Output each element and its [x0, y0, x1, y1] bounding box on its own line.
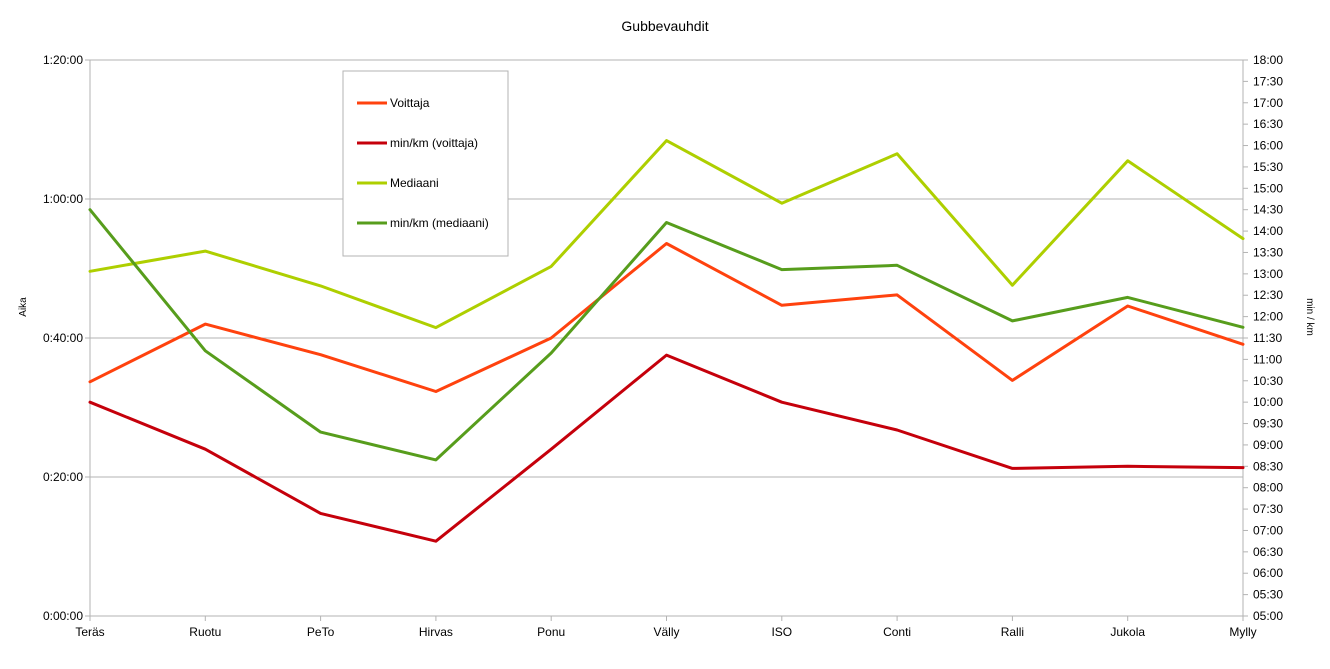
y2-tick-label: 17:30	[1253, 74, 1283, 88]
y2-tick-label: 07:00	[1253, 523, 1283, 537]
y2-tick-label: 06:30	[1253, 545, 1283, 559]
x-tick-label: Ralli	[1001, 625, 1024, 639]
y2-tick-label: 14:00	[1253, 224, 1283, 238]
legend-label: Mediaani	[390, 176, 439, 190]
series-lines	[88, 139, 1245, 543]
y-axis-tick-labels: 0:00:00 0:20:00 0:40:00 1:00:00 1:20:00	[43, 53, 83, 623]
y2-tick-label: 16:30	[1253, 117, 1283, 131]
y2-tick-label: 05:00	[1253, 609, 1283, 623]
y-tick-label: 1:00:00	[43, 192, 83, 206]
y-axis-label: Aika	[18, 297, 29, 317]
series-line-voittaja	[88, 242, 1245, 393]
legend-label: min/km (mediaani)	[390, 216, 489, 230]
y2-tick-label: 11:00	[1253, 352, 1282, 366]
y2-tick-label: 08:00	[1253, 481, 1283, 495]
y2-tick-label: 11:30	[1253, 331, 1282, 345]
y2-tick-label: 09:00	[1253, 438, 1283, 452]
x-tick-label: Conti	[883, 625, 911, 639]
y-tick-label: 1:20:00	[43, 53, 83, 67]
series-line-min-km-voittaja	[88, 353, 1245, 543]
y2-tick-label: 12:30	[1253, 288, 1283, 302]
y-tick-label: 0:00:00	[43, 609, 83, 623]
x-tick-label: Hirvas	[419, 625, 453, 639]
x-tick-label: ISO	[771, 625, 792, 639]
y2-tick-label: 13:30	[1253, 245, 1283, 259]
y2-tick-label: 12:00	[1253, 310, 1283, 324]
x-tick-label: Ruotu	[189, 625, 221, 639]
x-tick-label: Jukola	[1110, 625, 1145, 639]
y2-tick-label: 07:30	[1253, 502, 1283, 516]
chart-title: Gubbevauhdit	[621, 18, 708, 34]
legend: Voittaja min/km (voittaja) Mediaani min/km …	[342, 70, 509, 257]
x-axis-tick-labels: Teräs Ruotu PeTo Hirvas Ponu Välly ISO Conti Ral…	[75, 625, 1256, 639]
y2-tick-label: 10:00	[1253, 395, 1283, 409]
x-tick-label: Teräs	[75, 625, 104, 639]
y2-axis-tick-labels: 05:00 05:30 06:00 06:30 07:00 07:30 08:00 08:30…	[1253, 53, 1283, 623]
x-tick-label: Mylly	[1229, 625, 1256, 639]
y2-tick-label: 05:30	[1253, 588, 1283, 602]
x-tick-label: Välly	[653, 625, 679, 639]
y-tick-label: 0:20:00	[43, 470, 83, 484]
y2-tick-label: 15:30	[1253, 160, 1283, 174]
y-tick-label: 0:40:00	[43, 331, 83, 345]
legend-label: min/km (voittaja)	[390, 136, 478, 150]
y2-tick-label: 14:30	[1253, 203, 1283, 217]
legend-label: Voittaja	[390, 96, 430, 110]
x-tick-label: Ponu	[537, 625, 565, 639]
grid-lines	[90, 59, 1243, 478]
y2-axis-label: min / km	[1304, 298, 1315, 336]
y2-tick-label: 17:00	[1253, 96, 1283, 110]
y2-tick-label: 06:00	[1253, 566, 1283, 580]
series-line-mediaani	[88, 139, 1245, 330]
series-line-min-km-mediaani	[88, 208, 1245, 462]
y2-tick-label: 10:30	[1253, 374, 1283, 388]
y2-tick-label: 08:30	[1253, 459, 1283, 473]
y2-tick-label: 15:00	[1253, 181, 1283, 195]
y2-tick-label: 16:00	[1253, 139, 1283, 153]
x-tick-label: PeTo	[307, 625, 335, 639]
y2-tick-label: 18:00	[1253, 53, 1283, 67]
y2-tick-label: 09:30	[1253, 417, 1283, 431]
axes	[85, 59, 1248, 621]
y2-tick-label: 13:00	[1253, 267, 1283, 281]
